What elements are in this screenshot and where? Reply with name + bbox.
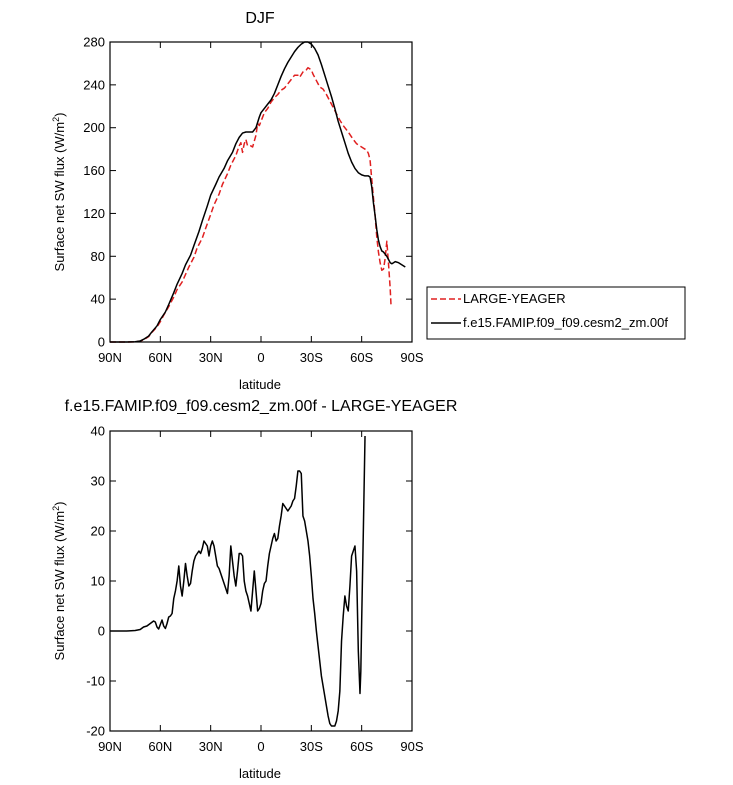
top-chart-x-tick-label: 0 xyxy=(257,350,264,365)
top-chart-axes: 90N 60N 30N 0 30S 60S 90S 0 40 80 120 160 200 240 280 xyxy=(83,35,424,366)
top-chart: DJF 90N 60N 30N 0 30S 60S 90S 0 40 80 120 160 200 240… xyxy=(51,10,424,392)
legend: LARGE-YEAGER f.e15.FAMIP.f09_f09.cesm2_z… xyxy=(426,286,686,340)
top-chart-x-axis-label: latitude xyxy=(239,377,281,392)
bottom-chart-series-group xyxy=(110,435,366,727)
legend-label-large-yeager: LARGE-YEAGER xyxy=(463,291,566,306)
bottom-chart-frame xyxy=(109,430,413,732)
top-chart-x-tick-label: 30S xyxy=(300,350,323,365)
bottom-chart-y-tick-label: -20 xyxy=(86,724,105,739)
top-chart-series-group xyxy=(110,41,406,343)
bottom-chart-y-axis-label-close: ) xyxy=(52,502,67,506)
bottom-chart-x-tick-label: 0 xyxy=(257,739,264,754)
top-chart-y-axis-label-text: Surface net SW flux (W/m xyxy=(52,122,67,272)
bottom-chart-y-tick-label: 20 xyxy=(91,524,105,539)
legend-box xyxy=(426,286,686,340)
bottom-chart-x-tick-label: 30N xyxy=(199,739,223,754)
top-chart-y-axis-label-sup: 2 xyxy=(51,117,61,122)
top-chart-y-axis-label: Surface net SW flux (W/m2) xyxy=(51,113,67,272)
bottom-chart-series-line-0 xyxy=(110,435,366,727)
bottom-chart-y-tick-label: 0 xyxy=(98,624,105,639)
top-chart-x-tick-label: 30N xyxy=(199,350,223,365)
top-chart-y-axis-label-close: ) xyxy=(52,113,67,117)
bottom-chart-x-tick-label: 90N xyxy=(98,739,122,754)
top-chart-frame xyxy=(109,41,413,343)
top-chart-y-tick-label: 0 xyxy=(98,335,105,350)
top-chart-x-tick-label: 60S xyxy=(350,350,373,365)
bottom-chart-x-tick-label: 60S xyxy=(350,739,373,754)
bottom-chart-y-axis-label-sup: 2 xyxy=(51,506,61,511)
bottom-chart-x-tick-label: 30S xyxy=(300,739,323,754)
top-chart-title: DJF xyxy=(245,10,275,27)
bottom-chart-x-tick-label: 90S xyxy=(400,739,423,754)
top-chart-series-line-large-yeager xyxy=(110,66,392,343)
top-chart-y-tick-label: 120 xyxy=(83,206,105,221)
bottom-chart: f.e15.FAMIP.f09_f09.cesm2_zm.00f - LARGE… xyxy=(51,398,457,781)
bottom-chart-axes: 90N 60N 30N 0 30S 60S 90S -20 -10 0 10 20 30 40 xyxy=(86,424,424,755)
top-chart-x-tick-label: 90N xyxy=(98,350,122,365)
bottom-chart-x-tick-label: 60N xyxy=(148,739,172,754)
bottom-chart-y-tick-label: 40 xyxy=(91,424,105,439)
bottom-chart-y-axis-label-text: Surface net SW flux (W/m xyxy=(52,511,67,661)
bottom-chart-y-tick-label: 30 xyxy=(91,474,105,489)
top-chart-y-tick-label: 240 xyxy=(83,77,105,92)
bottom-chart-y-axis-label: Surface net SW flux (W/m2) xyxy=(51,502,67,661)
top-chart-x-tick-label: 60N xyxy=(148,350,172,365)
top-chart-y-tick-label: 280 xyxy=(83,35,105,50)
bottom-chart-y-tick-label: -10 xyxy=(86,674,105,689)
top-chart-y-tick-label: 160 xyxy=(83,163,105,178)
top-chart-series-line-f-e15-famip-f09-f09-cesm2-zm-00f xyxy=(110,41,406,343)
bottom-chart-y-tick-label: 10 xyxy=(91,574,105,589)
bottom-chart-title: f.e15.FAMIP.f09_f09.cesm2_zm.00f - LARGE… xyxy=(65,398,458,415)
legend-label-cesm2: f.e15.FAMIP.f09_f09.cesm2_zm.00f xyxy=(463,315,668,330)
top-chart-x-tick-label: 90S xyxy=(400,350,423,365)
top-chart-y-tick-label: 200 xyxy=(83,120,105,135)
bottom-chart-x-axis-label: latitude xyxy=(239,766,281,781)
top-chart-y-tick-label: 40 xyxy=(91,292,105,307)
top-chart-y-tick-label: 80 xyxy=(91,249,105,264)
